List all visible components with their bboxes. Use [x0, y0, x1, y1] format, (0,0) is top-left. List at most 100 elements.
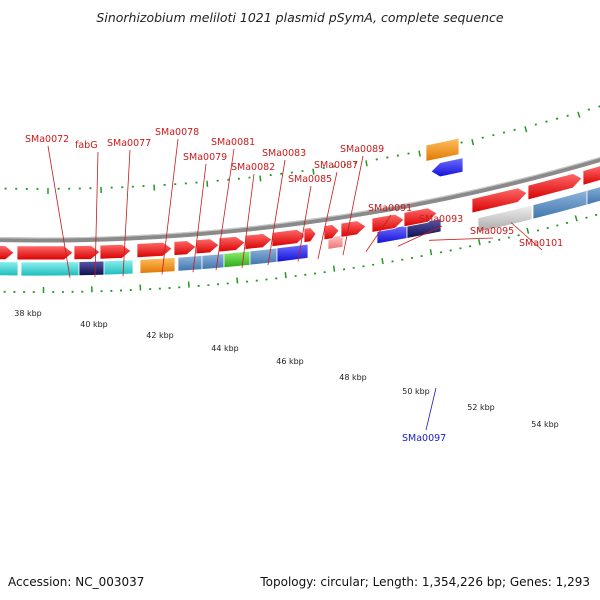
feature-block: [0, 261, 19, 277]
label-leader-line: [510, 222, 543, 251]
tick-minor: [587, 108, 591, 111]
backbone-highlight: [0, 156, 600, 239]
label-leader-line: [425, 387, 437, 431]
kbp-label: 54 kbp: [531, 420, 559, 429]
gene-arrow-forward: [582, 165, 600, 186]
label-leader-line: [428, 237, 494, 241]
gene-track: [0, 157, 600, 261]
gene-arrow-forward: [16, 245, 74, 261]
tick-major: [236, 277, 239, 284]
label-leader-line: [297, 185, 312, 262]
tick-minor: [556, 224, 559, 227]
kbp-scale-labels: 38 kbp 40 kbp 42 kbp 44 kbp 46 kbp 48 kbp 50 k…: [14, 309, 559, 429]
gene-labels: SMa0072 fabG SMa0077 SMa0078 SMa0079 SMa0081 S…: [25, 127, 563, 444]
gene-arrow-forward: [371, 213, 405, 233]
label-leader-line: [342, 155, 364, 256]
tick-major: [471, 139, 475, 146]
gene-arrow-forward: [271, 228, 307, 248]
feature-block: [139, 257, 176, 274]
gene-label[interactable]: SMa0089: [340, 144, 384, 155]
gene-label[interactable]: SMa0097: [402, 433, 446, 444]
gene-label[interactable]: SMa0079: [183, 152, 227, 163]
tick-minor: [585, 216, 588, 219]
feature-block: [223, 250, 251, 269]
gene-label[interactable]: SMa0077: [107, 138, 151, 149]
kbp-label: 50 kbp: [402, 387, 430, 396]
gene-arrow-forward: [136, 241, 173, 259]
gene-arrow-forward: [218, 235, 246, 253]
gene-arrow-forward: [403, 207, 438, 228]
tick-minor: [594, 213, 598, 217]
tick-marks: [3, 105, 600, 293]
gene-arrow-forward: [173, 240, 197, 256]
label-leader-line: [397, 225, 443, 247]
tick-major: [418, 150, 421, 157]
tick-major: [332, 265, 336, 272]
map-title: Sinorhizobium meliloti 1021 plasmid pSym…: [96, 10, 503, 25]
tick-minor: [555, 117, 559, 120]
label-leader-line: [122, 149, 131, 277]
gene-arrow-forward: [195, 238, 220, 255]
gene-label[interactable]: SMa0072: [25, 134, 69, 145]
kbp-label: 48 kbp: [339, 373, 367, 382]
gene-label[interactable]: SMa0091: [368, 203, 412, 214]
tick-major: [284, 272, 287, 279]
feature-block: [477, 204, 533, 233]
gene-arrow-forward: [244, 233, 273, 250]
accession-text: Accession: NC_003037: [8, 575, 144, 589]
plasmid-backbone: [0, 156, 600, 243]
gene-arrow-forward: [323, 224, 340, 241]
tick-major: [206, 180, 209, 187]
gene-arrow-forward: [99, 243, 132, 260]
gene-arrow-forward: [527, 173, 583, 201]
tick-minor: [565, 221, 569, 225]
kbp-label: 46 kbp: [276, 357, 304, 366]
gene-label[interactable]: SMa0078: [155, 127, 199, 138]
feature-block: [425, 137, 460, 162]
gene-label[interactable]: SMa0082: [231, 162, 275, 173]
feature-block: [586, 186, 600, 206]
tick-major: [524, 126, 528, 133]
gene-label[interactable]: SMa0083: [262, 148, 306, 159]
kbp-label: 44 kbp: [211, 344, 239, 353]
tick-minor: [566, 114, 569, 117]
label-leader-line: [317, 171, 338, 259]
kbp-label: 40 kbp: [80, 320, 108, 329]
label-leader-line: [267, 159, 286, 266]
tick-major: [526, 227, 530, 234]
feature-block: [103, 259, 134, 276]
feature-track: [0, 137, 600, 277]
label-leader-line: [241, 173, 255, 268]
tick-major: [365, 160, 368, 167]
kbp-label: 38 kbp: [14, 309, 42, 318]
tick-major: [429, 249, 433, 256]
label-leader-line: [47, 145, 71, 278]
feature-block: [20, 261, 80, 277]
tick-major: [312, 168, 315, 175]
gene-label[interactable]: fabG: [75, 140, 98, 151]
kbp-label: 42 kbp: [146, 331, 174, 340]
feature-block: [249, 247, 278, 266]
gene-arrow-forward: [471, 187, 528, 214]
tick-minor: [545, 120, 548, 123]
feature-block: [276, 243, 309, 263]
feature-block: [78, 260, 105, 277]
gene-label[interactable]: SMa0093: [419, 214, 463, 225]
label-leader-line: [365, 214, 392, 252]
label-leader-line: [215, 148, 235, 271]
gene-label[interactable]: SMa0081: [211, 137, 255, 148]
label-leader-line: [94, 151, 99, 278]
tick-major: [477, 239, 481, 246]
tick-major: [577, 111, 581, 118]
tick-major: [381, 257, 384, 265]
gene-label[interactable]: SMa0087: [314, 160, 358, 171]
gene-arrow-reverse: [430, 157, 464, 178]
gene-label[interactable]: SMa0101: [519, 238, 563, 249]
feature-block: [201, 253, 225, 270]
gene-label[interactable]: SMa0095: [470, 226, 514, 237]
backbone-arc: [0, 156, 600, 243]
gene-label[interactable]: SMa0085: [288, 174, 332, 185]
label-leader-line: [192, 163, 207, 273]
